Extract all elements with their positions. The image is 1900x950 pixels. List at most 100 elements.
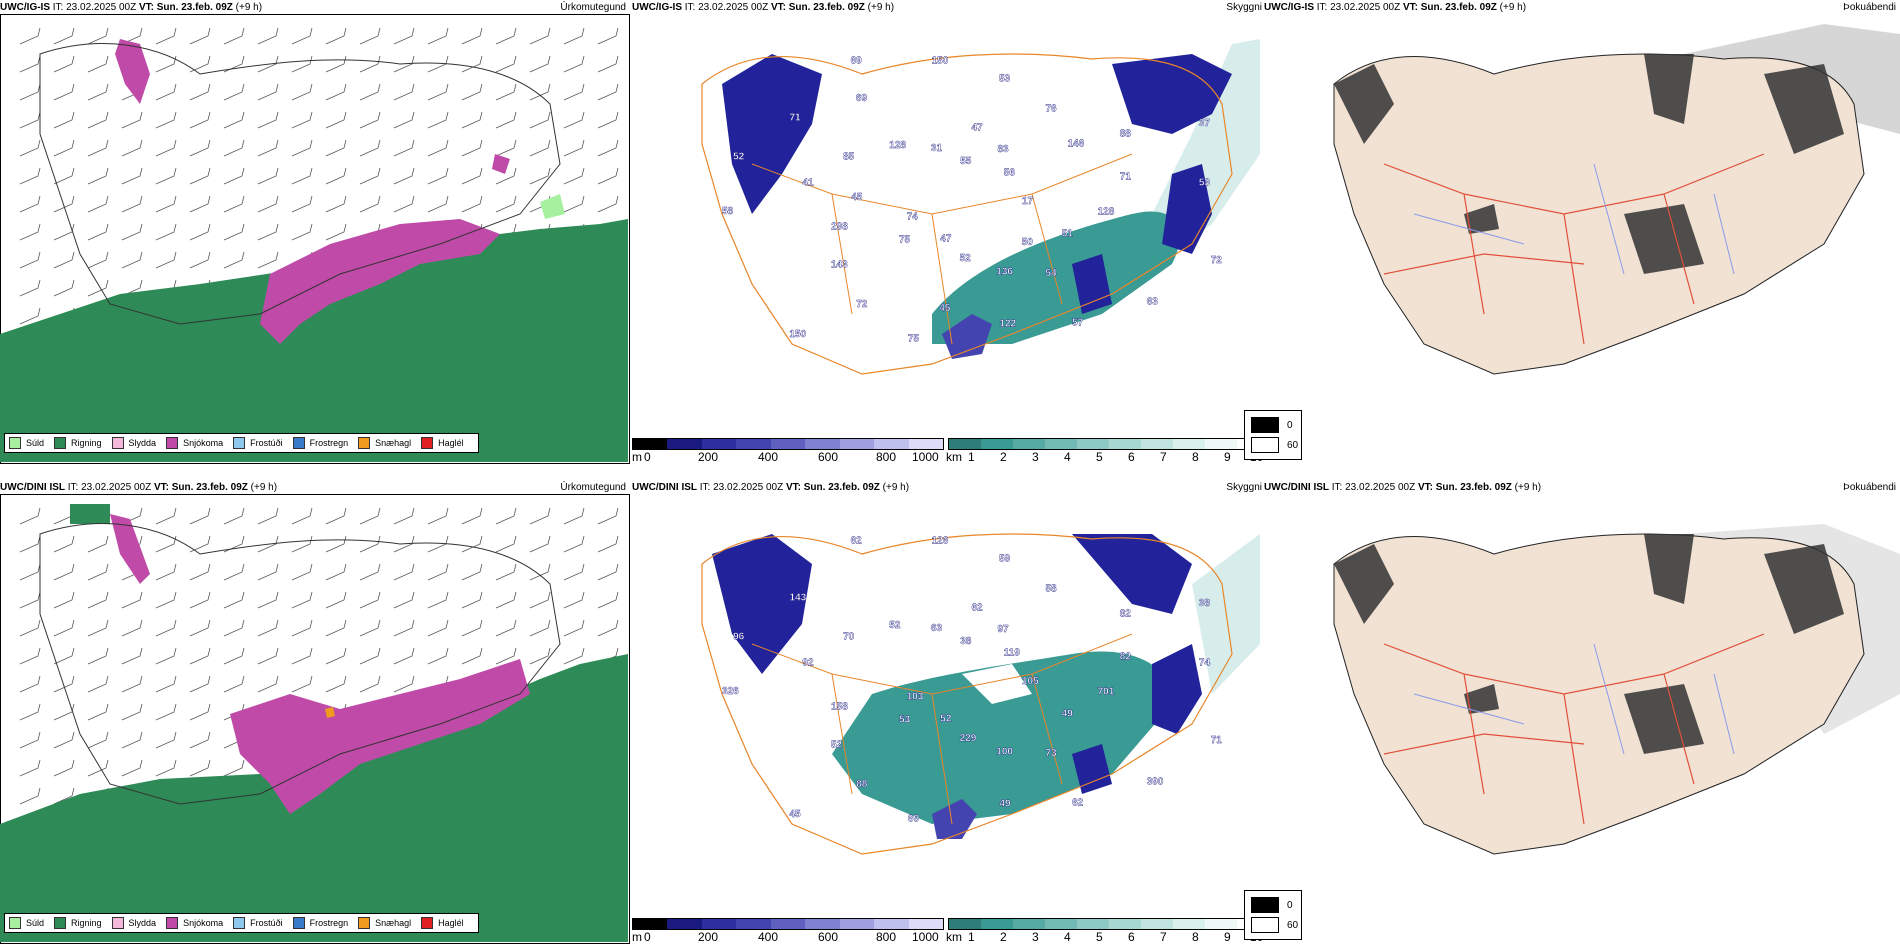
wind-barb [393,195,415,213]
wind-barb [427,27,449,45]
wind-barb [53,55,75,73]
visibility-value-label: 55 [960,156,972,167]
wind-barb [87,703,109,721]
wind-barb [189,55,211,73]
visibility-value-label: 72 [856,299,868,310]
wind-barb [393,591,415,609]
wind-barb [325,27,347,45]
wind-barb [529,167,551,185]
wind-barb [291,139,313,157]
wind-barb [223,591,245,609]
tick: 5 [1096,930,1103,944]
wind-barb [393,167,415,185]
panel-type-label: Úrkomutegund [560,2,626,13]
visibility-value-label: 63 [931,623,943,634]
wind-barb [87,731,109,749]
visibility-value-label: 150 [789,329,806,340]
panel-type-label: Skyggni [1226,482,1262,493]
visibility-value-label: 59 [999,554,1011,565]
visibility-value-label: 52 [889,620,901,631]
wind-barb [597,139,619,157]
wind-barb [461,139,483,157]
wind-barb [53,787,75,805]
tick: 6 [1128,450,1135,464]
wind-barb [359,507,381,525]
wind-barb [359,195,381,213]
wind-barb [87,619,109,637]
wind-barb [597,111,619,129]
wind-barb [563,591,585,609]
visibility-value-label: 45 [789,809,801,820]
wind-barb [87,535,109,553]
wind-barb [121,251,143,269]
wind-barb [87,139,109,157]
visibility-value-label: 50 [1022,237,1034,248]
wind-barb [121,619,143,637]
km-colorbar: km 1 2 3 4 5 6 7 8 9 10 [946,438,1270,468]
visibility-value-label: 56 [1004,167,1016,178]
visibility-value-label: 71 [1211,735,1223,746]
wind-barb [529,535,551,553]
visibility-value-label: 58 [1046,584,1058,595]
wind-barb [257,251,279,269]
wind-barb [291,55,313,73]
wind-barb [291,535,313,553]
wind-barb [223,251,245,269]
height-unit: m [632,450,642,464]
wind-barb [325,139,347,157]
legend-item-frostudi: Frostúði [233,917,283,929]
wind-barb [325,167,347,185]
wind-barb [291,675,313,693]
wind-barb [189,223,211,241]
panel-header: UWC/IG-IS IT: 23.02.2025 00Z VT: Sun. 23… [0,2,263,13]
precip-panel-row2: UWC/DINI ISL IT: 23.02.2025 00Z VT: Sun.… [0,480,630,945]
legend-item-slydda: Slydda [111,437,156,449]
tick: 7 [1160,450,1167,464]
wind-barb [393,675,415,693]
wind-barb [87,195,109,213]
wind-barb [359,647,381,665]
wind-barb [53,167,75,185]
wind-barb [19,279,41,297]
visibility-value-label: 53 [1199,178,1211,189]
wind-barb [529,563,551,581]
tick: 3 [1032,450,1039,464]
wind-barb [121,591,143,609]
wind-barb [19,535,41,553]
wind-barb [359,167,381,185]
visibility-value-label: 126 [932,536,949,547]
wind-barb [189,507,211,525]
wind-barb [189,731,211,749]
legend-item-slydda: Slydda [111,917,156,929]
wind-barb [121,223,143,241]
wind-barb [563,535,585,553]
wind-barb [563,167,585,185]
wind-barb [87,111,109,129]
tick: 4 [1064,450,1071,464]
tick: 1 [968,930,975,944]
wind-barb [223,675,245,693]
legend-item-frostregn: Frostregn [292,437,348,449]
wind-barb [53,759,75,777]
wind-barb [495,195,517,213]
wind-barb [461,83,483,101]
visibility-value-label: 74 [1199,658,1211,669]
wind-barb [359,675,381,693]
wind-barb [87,167,109,185]
wind-barb [291,563,313,581]
visibility-value-label: 52 [831,740,843,751]
wind-barb [19,591,41,609]
wind-barb [155,759,177,777]
wind-barb [53,195,75,213]
wind-barb [291,619,313,637]
visibility-value-label: 69 [851,55,863,66]
visibility-value-label: 229 [960,733,977,744]
tick: 0 [644,930,651,944]
wind-barb [223,167,245,185]
legend-item-snjokoma: Snjókoma [166,437,223,449]
wind-barb [53,535,75,553]
wind-barb [257,535,279,553]
wind-barb [19,111,41,129]
visibility-map: 17 75 47 54 41 88 75 69 72 74 83 136 85 71 72 150 63 58 56… [701,39,1260,375]
visibility-value-label: 63 [1147,297,1159,308]
